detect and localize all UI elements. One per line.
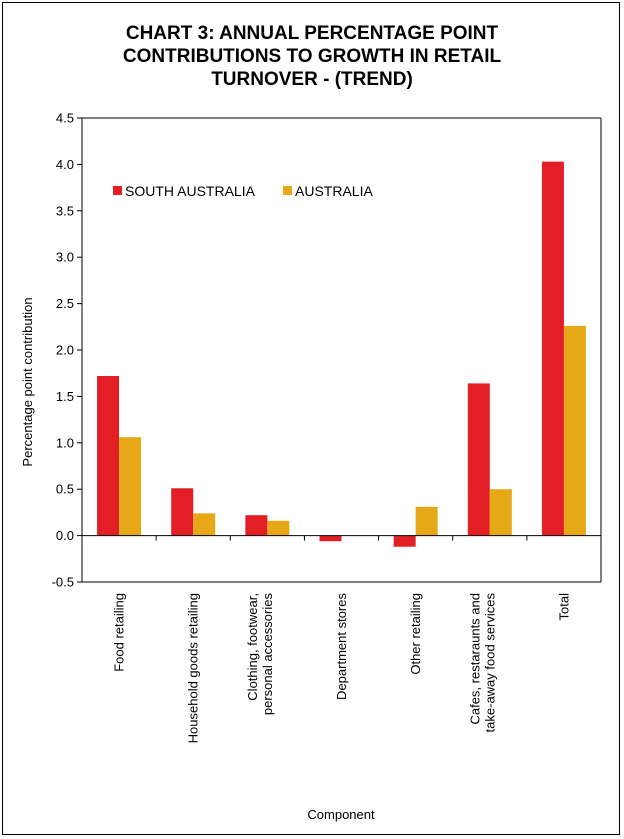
bar-australia-5 — [415, 506, 438, 536]
legend-label-australia: AUSTRALIA — [295, 183, 373, 199]
x-tick-label: Cafes, restaraunts and — [467, 593, 482, 725]
chart-title: CHART 3: ANNUAL PERCENTAGE POINT CONTRIB… — [122, 23, 502, 90]
y-tick-label: 3.0 — [56, 250, 74, 265]
x-tick-label: Department stores — [334, 593, 349, 700]
x-tick-label: personal accessories — [260, 593, 275, 716]
y-axis: -0.5 0.0 0.5 1.0 1.5 2.0 2.5 3.0 3.5 4.0 4.5 — [52, 111, 82, 590]
bar-south-australia-3 — [245, 515, 268, 536]
y-tick-label: 4.0 — [56, 157, 74, 172]
y-tick-label: 2.0 — [56, 343, 74, 358]
x-tick-label: take-away food services — [482, 593, 497, 733]
legend-swatch-south-australia — [113, 186, 122, 195]
bar-australia-6 — [489, 489, 512, 536]
x-tick-label: Other retailing — [408, 593, 423, 675]
x-axis-title: Component — [307, 807, 375, 822]
bar-australia-2 — [193, 513, 216, 536]
bar-south-australia-6 — [467, 383, 490, 536]
y-tick-label: 0.5 — [56, 482, 74, 497]
bar-south-australia-7 — [541, 161, 564, 536]
legend-swatch-australia — [283, 186, 292, 195]
bar-south-australia-1 — [97, 375, 120, 536]
y-axis-title: Percentage point contribution — [20, 297, 35, 466]
x-axis: Food retailing Household goods retailing C… — [81, 535, 602, 743]
bar-australia-1 — [119, 437, 142, 536]
bar-australia-7 — [563, 325, 586, 536]
bar-south-australia-4 — [319, 535, 342, 542]
legend-label-south-australia: SOUTH AUSTRALIA — [125, 183, 256, 199]
y-tick-label: 4.5 — [56, 111, 74, 126]
y-tick-label: 1.0 — [56, 435, 74, 450]
y-tick-label: 0.0 — [56, 528, 74, 543]
x-tick-label: Total — [556, 593, 571, 621]
y-tick-label: 2.5 — [56, 296, 74, 311]
bars — [97, 161, 586, 547]
y-tick-label: -0.5 — [52, 575, 74, 590]
bar-australia-3 — [267, 520, 290, 536]
y-tick-label: 1.5 — [56, 389, 74, 404]
legend: SOUTH AUSTRALIA AUSTRALIA — [113, 183, 373, 199]
bar-south-australia-2 — [171, 488, 194, 536]
x-tick-label: Food retailing — [112, 593, 127, 672]
y-tick-label: 3.5 — [56, 203, 74, 218]
bar-south-australia-5 — [393, 535, 416, 547]
x-tick-label: Household goods retailing — [186, 593, 201, 743]
x-tick-label: Clothing, footwear, — [245, 593, 260, 701]
